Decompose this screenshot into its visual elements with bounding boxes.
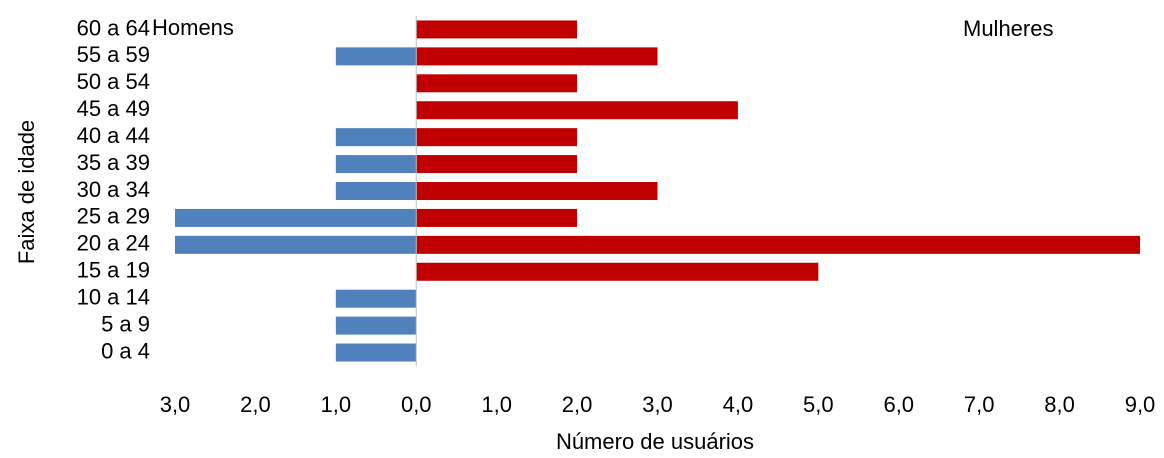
- y-tick-label: 20 a 24: [77, 231, 150, 256]
- bar: [335, 182, 417, 200]
- x-tick-label: 0,0: [401, 392, 432, 417]
- x-tick-label: 7,0: [964, 392, 995, 417]
- y-axis-label: Faixa de idade: [14, 120, 39, 264]
- y-tick-label: 15 a 19: [77, 258, 150, 283]
- bar: [416, 47, 658, 66]
- bar: [335, 128, 417, 147]
- y-tick-label: 35 a 39: [77, 150, 150, 175]
- bar: [175, 235, 417, 254]
- legend-left: Homens: [152, 15, 234, 40]
- y-tick-label: 30 a 34: [77, 177, 150, 202]
- y-tick-label: 10 a 14: [77, 285, 150, 310]
- x-tick-label: 4,0: [723, 392, 754, 417]
- x-tick-label: 1,0: [481, 392, 512, 417]
- x-tick-label: 5,0: [803, 392, 834, 417]
- bar: [335, 47, 417, 66]
- x-tick-label: 2,0: [240, 392, 271, 417]
- y-tick-label: 55 a 59: [77, 42, 150, 67]
- bar: [416, 20, 578, 39]
- y-tick-label: 60 a 64: [77, 15, 150, 40]
- x-tick-label: 3,0: [160, 392, 191, 417]
- x-axis-label: Número de usuários: [556, 429, 754, 454]
- bar: [335, 316, 417, 335]
- x-tick-label: 2,0: [562, 392, 593, 417]
- x-tick-label: 6,0: [883, 392, 914, 417]
- bar: [335, 155, 417, 174]
- x-tick-label: 8,0: [1044, 392, 1075, 417]
- bar: [416, 128, 578, 147]
- bar: [416, 235, 1140, 254]
- bar: [416, 101, 738, 120]
- y-tick-label: 5 a 9: [101, 311, 150, 336]
- bar: [175, 208, 417, 227]
- bar: [416, 182, 658, 200]
- x-tick-label: 1,0: [321, 392, 352, 417]
- y-tick-label: 50 a 54: [77, 69, 150, 94]
- legend-right: Mulheres: [963, 16, 1053, 41]
- y-tick-label: 0 a 4: [101, 338, 150, 363]
- bar: [335, 343, 417, 362]
- bar: [416, 74, 578, 93]
- bar: [416, 208, 578, 227]
- y-tick-label: 45 a 49: [77, 96, 150, 121]
- bar: [416, 155, 578, 174]
- y-tick-label: 25 a 29: [77, 204, 150, 229]
- bar: [335, 289, 417, 308]
- x-tick-label: 9,0: [1125, 392, 1156, 417]
- y-tick-label: 40 a 44: [77, 123, 150, 148]
- bar: [416, 262, 819, 281]
- x-tick-label: 3,0: [642, 392, 673, 417]
